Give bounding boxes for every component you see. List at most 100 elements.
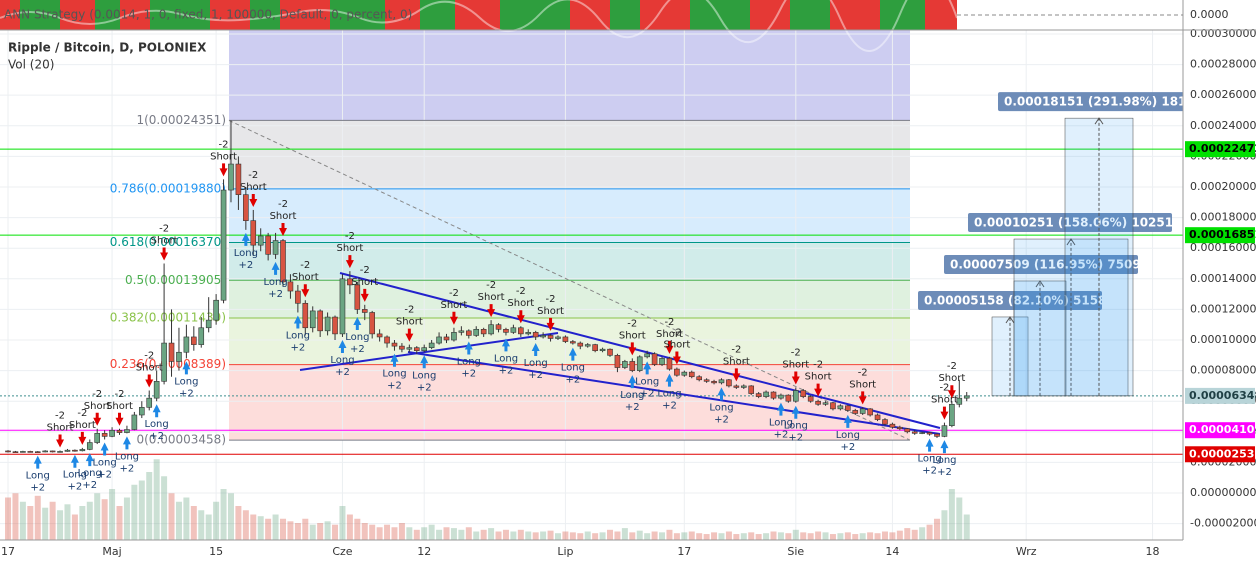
candle-body [740,385,747,388]
volume-bar [502,529,509,540]
volume-bar [963,514,970,540]
y-tick-label: 0.00024000 [1190,119,1256,132]
short-arrow [115,412,124,426]
volume [5,459,970,540]
signal-qty: -2 [360,265,370,276]
y-tick-label: 0.00010000 [1190,333,1256,346]
volume-bar [636,530,643,540]
signal-qty: +2 [662,401,677,412]
fib-label: 0.786(0.00019880) [110,181,226,195]
volume-bar [324,521,331,540]
candle-body [651,353,658,365]
volume-bar [346,514,353,540]
candle-body [867,408,873,416]
y-tick-label: 0.00030000 [1190,27,1256,40]
volume-bar [941,510,948,540]
signal-qty: +2 [417,382,432,393]
candle-body [168,342,175,362]
candle-body [518,327,524,335]
signal-qty: +2 [461,368,476,379]
volume-bar [748,532,755,540]
candle-body [205,319,212,329]
volume-bar [807,533,814,540]
volume-bar [64,504,71,540]
candle-body [904,428,911,433]
volume-bar [272,514,279,540]
x-tick-label: 12 [417,545,431,558]
volume-bar [398,523,405,540]
signal-qty: -2 [627,318,637,329]
signal-label: Long [917,454,941,465]
candle-body [86,442,93,450]
candle-body [674,368,680,376]
volume-bar [763,533,770,540]
x-tick-label: 14 [885,545,899,558]
candle-body [339,278,346,335]
candle-body [577,342,584,347]
candle-body [926,432,933,435]
volume-bar [146,472,153,540]
short-arrow [93,412,102,426]
signal-qty: -2 [144,351,154,362]
signal-label: Short [537,306,564,317]
candle-body [466,330,472,336]
long-arrow [70,454,79,468]
candle-body [889,423,896,428]
long-arrow [85,453,94,467]
candle-body [146,397,153,408]
long-arrow [643,361,652,375]
volume-bar [874,533,881,540]
short-arrow [301,284,310,298]
signal-label: Short [619,330,646,341]
candle-body [570,341,576,344]
signal-qty: -2 [115,389,125,400]
price-badge-label: 0.00002533 [1189,447,1256,460]
volume-bar [428,524,435,540]
signal-qty: -2 [664,317,674,328]
candle-body [406,347,413,350]
signal-label: Long [345,332,369,343]
candle-body [302,302,309,329]
volume-bar [510,531,517,540]
long-arrow [843,414,852,428]
candle-body [124,429,130,433]
volume-bar [696,533,703,540]
candle-body [510,327,517,333]
short-arrow [732,368,741,382]
signal-qty: +2 [499,365,514,376]
volume-bar [161,476,168,540]
y-tick-label: 0.00028000 [1190,58,1256,71]
volume-bar [384,524,391,540]
x-tick-label: Sie [787,545,804,558]
volume-bar [540,531,547,540]
candle-body [280,240,286,283]
volume-bar [822,532,829,540]
volume-bar [302,518,309,540]
long-arrow [122,436,131,450]
volume-bar [681,532,688,540]
x-tick-label: 17 [677,545,691,558]
volume-bar [904,528,911,540]
candle-body [436,336,442,344]
volume-bar [34,495,41,540]
candle-body [718,379,725,384]
x-tick-label: Maj [102,545,121,558]
candle-body [874,414,881,420]
short-arrow [405,328,414,342]
short-arrow [814,383,823,397]
signal-qty: -2 [300,260,310,271]
volume-bar [673,533,680,540]
candle-body [897,426,903,430]
volume-bar [592,533,599,540]
candle-body [421,347,428,352]
volume-bar [49,501,56,540]
price-badge-label: 0.00006348 [1189,389,1256,402]
short-arrow [947,385,956,399]
projection-arrowhead [1005,316,1015,324]
volume-bar [391,527,398,540]
signal-label: Short [336,243,363,254]
candle-body [57,451,63,453]
y-tick-label: 0.00008000 [1190,364,1256,377]
volume-bar [644,533,651,540]
signal-qty: -2 [278,199,288,210]
